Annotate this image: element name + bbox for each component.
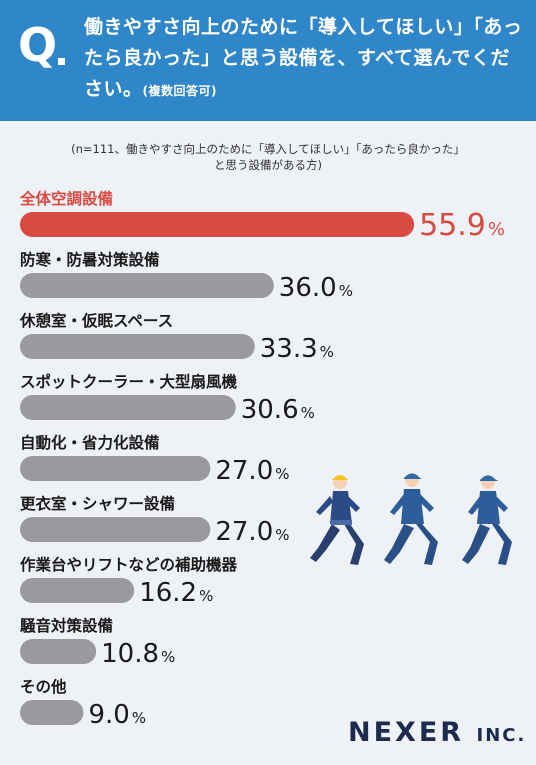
sample-note-line2: と思う設備がある方) bbox=[214, 158, 322, 172]
category-label: その他 bbox=[20, 677, 67, 696]
bar bbox=[20, 395, 236, 420]
question-main: 働きやすさ向上のために「導入してほしい」「あったら良かった」と思う設備を、すべて… bbox=[84, 16, 523, 100]
value-label: 10.8% bbox=[101, 639, 175, 669]
sample-note: (n=111、働きやすさ向上のために「導入してほしい」「あったら良かった」 と思… bbox=[0, 141, 536, 173]
bar bbox=[20, 212, 415, 237]
question-suffix: (複数回答可) bbox=[142, 84, 217, 98]
unit-label: % bbox=[275, 465, 289, 483]
bar bbox=[20, 273, 274, 298]
bar bbox=[20, 456, 211, 481]
category-label: 騒音対策設備 bbox=[19, 616, 113, 635]
unit-label: % bbox=[275, 526, 289, 544]
unit-label: % bbox=[339, 282, 353, 300]
unit-label: % bbox=[132, 709, 146, 727]
bar bbox=[20, 639, 97, 664]
runner-icon bbox=[310, 475, 364, 565]
value-label: 27.0% bbox=[215, 517, 289, 547]
category-label: 作業台やリフトなどの補助機器 bbox=[20, 555, 238, 574]
unit-label: % bbox=[320, 343, 334, 361]
category-label: 自動化・省力化設備 bbox=[20, 433, 160, 452]
runner-icon bbox=[384, 473, 438, 565]
value-label: 36.0% bbox=[279, 273, 353, 303]
value-label: 30.6% bbox=[241, 395, 315, 425]
bar bbox=[20, 578, 135, 603]
category-label: スポットクーラー・大型扇風機 bbox=[20, 372, 238, 391]
unit-label: % bbox=[488, 219, 505, 240]
brand-suffix: INC. bbox=[476, 725, 527, 746]
value-label: 33.3% bbox=[260, 334, 334, 364]
q-dot bbox=[58, 58, 65, 65]
category-label: 防寒・防暑対策設備 bbox=[20, 250, 160, 269]
value-label: 16.2% bbox=[139, 578, 213, 608]
runner-icon bbox=[462, 475, 512, 565]
q-mark: Q bbox=[18, 18, 58, 72]
category-label: 休憩室・仮眠スペース bbox=[19, 311, 173, 330]
value-label: 9.0% bbox=[88, 700, 146, 730]
brand-name: NEXER bbox=[348, 717, 465, 748]
bar bbox=[20, 517, 211, 542]
category-label: 更衣室・シャワー設備 bbox=[20, 494, 175, 513]
unit-label: % bbox=[199, 587, 213, 605]
sample-note-line1: (n=111、働きやすさ向上のために「導入してほしい」「あったら良かった」 bbox=[71, 142, 465, 156]
question-text: 働きやすさ向上のために「導入してほしい」「あったら良かった」と思う設備を、すべて… bbox=[84, 12, 524, 107]
running-workers-illustration bbox=[310, 473, 512, 565]
brand-logo: NEXER INC. bbox=[348, 717, 526, 748]
unit-label: % bbox=[161, 648, 175, 666]
value-label: 55.9% bbox=[419, 208, 505, 243]
question-header: Q 働きやすさ向上のために「導入してほしい」「あったら良かった」と思う設備を、す… bbox=[0, 0, 536, 121]
bar bbox=[20, 700, 84, 725]
unit-label: % bbox=[301, 404, 315, 422]
value-label: 27.0% bbox=[215, 456, 289, 486]
category-label: 全体空調設備 bbox=[19, 189, 113, 208]
bar bbox=[20, 334, 255, 359]
